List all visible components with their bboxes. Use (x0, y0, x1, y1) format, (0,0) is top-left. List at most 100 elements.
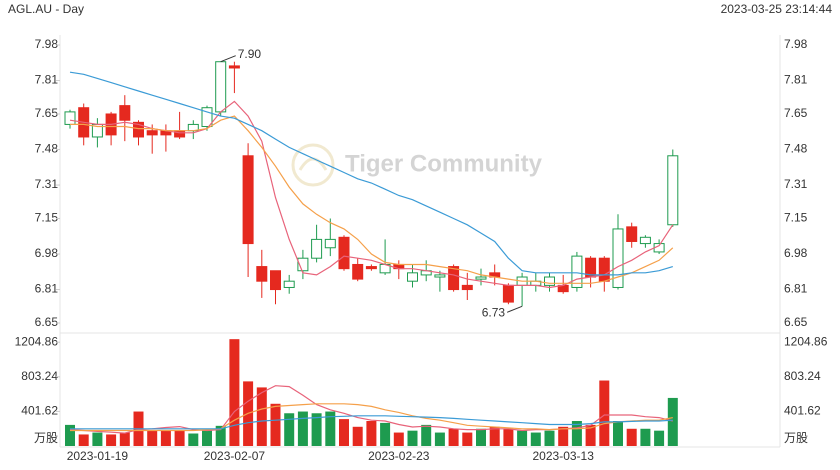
candle-body (598, 257, 610, 282)
volume-bar (352, 426, 363, 446)
y-tick-label-right: 7.15 (784, 211, 808, 225)
candle-body (228, 65, 240, 69)
candle-body (612, 228, 624, 288)
candle-body (434, 274, 446, 278)
volume-bar (407, 430, 418, 446)
candle-body (133, 121, 144, 138)
x-tick-label: 2023-03-13 (533, 449, 595, 463)
volume-bar (613, 421, 623, 446)
candle-body (215, 61, 227, 113)
volume-bar (517, 430, 528, 446)
y-tick-label: 7.65 (35, 106, 59, 120)
y-tick-label-right: 1204.86 (784, 334, 828, 348)
volume-bar (530, 432, 541, 446)
candle-body (201, 107, 213, 128)
volume-bar (558, 426, 569, 446)
timestamp: 2023-03-25 23:14:44 (721, 2, 833, 16)
candle-body (119, 105, 131, 121)
volume-bar (503, 428, 514, 446)
volume-bar (640, 428, 651, 446)
candle-body (571, 255, 583, 288)
volume-bar (106, 434, 117, 446)
volume-bar (626, 428, 637, 446)
candle-body (270, 270, 281, 291)
candle-body (324, 238, 336, 249)
candle-body (407, 272, 418, 282)
candle-body (475, 276, 487, 280)
moving-average-line (69, 100, 674, 289)
candle-body (64, 111, 76, 125)
volume-bar (297, 411, 308, 446)
y-tick-label-right: 7.98 (784, 37, 808, 51)
y-tick-label: 803.24 (21, 369, 58, 383)
candle-body (502, 284, 514, 303)
watermark: Tiger Community (345, 150, 543, 177)
volume-bar (147, 430, 158, 446)
candle-body (297, 257, 309, 272)
y-tick-label: 7.98 (35, 37, 59, 51)
volume-bar (380, 422, 391, 446)
volume-bar (256, 387, 267, 446)
volume-bar (462, 432, 473, 446)
volume-bar (92, 432, 103, 446)
candle-body (338, 236, 350, 270)
y-tick-label: 7.48 (35, 142, 59, 156)
volume-bar (229, 339, 240, 446)
volume-bar (160, 430, 171, 446)
y-tick-label: 7.15 (35, 211, 59, 225)
y-tick-label-right: 7.48 (784, 142, 808, 156)
candle-body (283, 280, 295, 288)
y-tick-label-right: 7.65 (784, 106, 808, 120)
y-tick-label: 7.31 (35, 177, 59, 191)
y-tick-label: 1204.86 (15, 334, 59, 348)
candle-body (242, 155, 254, 245)
volume-unit-right: 万股 (784, 431, 808, 445)
candle-body (626, 226, 638, 242)
y-tick-label-right: 803.24 (784, 369, 821, 383)
volume-bar (188, 433, 199, 446)
moving-average-line (70, 115, 674, 284)
candle-body (365, 266, 377, 270)
candle-body (256, 266, 268, 282)
volume-bar (339, 419, 349, 446)
y-tick-label-right: 6.81 (784, 282, 808, 296)
y-tick-label-right: 7.31 (784, 177, 808, 191)
volume-bar (489, 426, 500, 446)
chart-title: AGL.AU - Day (8, 2, 84, 16)
candle-body (352, 263, 364, 280)
volume-bar (65, 424, 75, 446)
candle-body (448, 266, 460, 291)
volume-bar (78, 434, 89, 446)
volume-bar (544, 430, 555, 446)
volume-bar (421, 424, 432, 446)
candle-body (146, 130, 158, 136)
volume-bar (366, 421, 377, 446)
volume-bar (571, 421, 582, 446)
y-tick-label: 7.81 (35, 73, 59, 87)
x-tick-label: 2023-02-23 (368, 449, 430, 463)
volume-bar (270, 403, 281, 446)
y-tick-label-right: 6.65 (784, 315, 808, 329)
volume-bar (215, 425, 226, 446)
moving-average-line (70, 403, 673, 432)
annotation-leader (506, 305, 523, 313)
candle-body (667, 155, 679, 226)
volume-bar (667, 397, 678, 446)
x-tick-label: 2023-02-07 (204, 449, 266, 463)
y-tick-label-right: 401.62 (784, 404, 821, 418)
volume-bar (311, 413, 322, 446)
volume-bar (393, 432, 404, 446)
candle-body (174, 130, 186, 138)
volume-bar (284, 413, 295, 446)
volume-bar (585, 424, 596, 446)
volume-bar (476, 428, 486, 446)
candle-body (544, 276, 555, 286)
annotation-label: 7.90 (238, 47, 262, 61)
volume-bar (119, 432, 130, 446)
y-tick-label: 6.98 (35, 246, 59, 260)
y-tick-label: 401.62 (21, 404, 58, 418)
y-tick-label-right: 6.98 (784, 246, 808, 260)
candle-body (311, 238, 323, 259)
candle-body (461, 284, 473, 291)
